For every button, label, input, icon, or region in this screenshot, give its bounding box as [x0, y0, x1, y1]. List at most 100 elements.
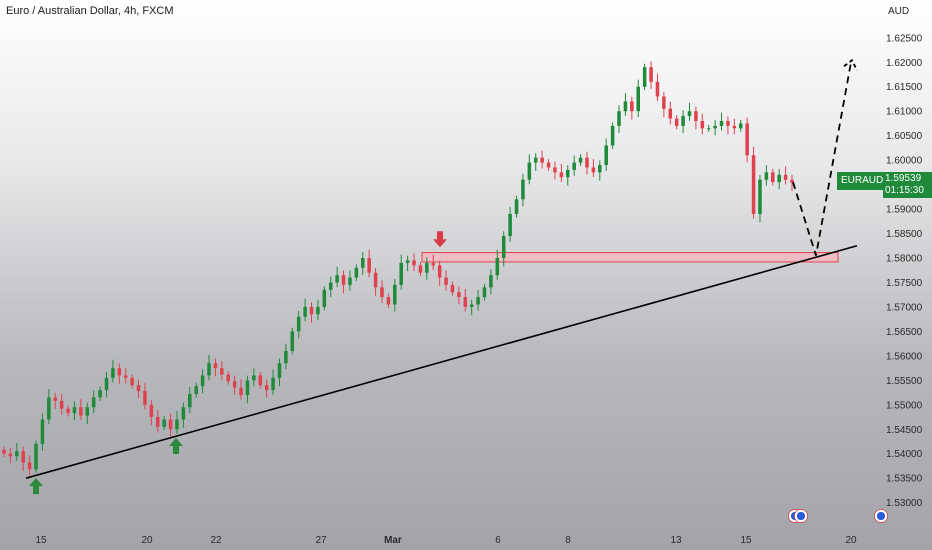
candle-body: [348, 277, 352, 285]
x-tick-label: 6: [495, 535, 501, 546]
candle-body: [700, 120, 705, 129]
candle-body: [354, 267, 359, 278]
candle-body: [405, 260, 410, 263]
candle-body: [380, 287, 384, 298]
candle-body: [207, 363, 211, 376]
candle-body: [495, 258, 500, 276]
candle-body: [662, 96, 666, 109]
candle-body: [668, 108, 673, 119]
candle-body: [655, 81, 660, 97]
y-tick-label: 1.53000: [886, 498, 923, 509]
candle-body: [130, 377, 134, 386]
candle-body: [111, 368, 115, 378]
candle-body: [674, 118, 679, 126]
candle-body: [284, 350, 288, 364]
candle-body: [322, 289, 327, 307]
candle-body: [239, 387, 243, 396]
candle-body: [687, 111, 692, 117]
y-tick-label: 1.55000: [886, 400, 923, 411]
y-tick-label: 1.57000: [886, 302, 923, 313]
candle-body: [546, 162, 551, 168]
y-tick-label: 1.54500: [886, 425, 923, 436]
candle-body: [585, 157, 589, 168]
candle-body: [533, 157, 538, 163]
y-tick-label: 1.60000: [886, 156, 923, 167]
candle-body: [559, 172, 564, 178]
arrow-up-marker: [29, 478, 43, 495]
candle-body: [194, 386, 198, 395]
x-tick-label: Mar: [384, 535, 402, 546]
y-tick-label: 1.58500: [886, 229, 923, 240]
candle-body: [745, 123, 749, 156]
candle-body: [399, 262, 403, 285]
candle-body: [8, 453, 13, 457]
projection-path: [792, 62, 852, 256]
y-tick-label: 1.62500: [886, 33, 923, 44]
candle-body: [469, 304, 474, 307]
candle-body: [521, 179, 525, 200]
support-zone: [421, 252, 839, 263]
candle-body: [168, 419, 173, 430]
candle-body: [527, 162, 532, 180]
candle-body: [617, 111, 621, 126]
candle-body: [34, 443, 38, 470]
candle-body: [412, 260, 416, 266]
candle-body: [642, 67, 647, 87]
candle-body: [393, 284, 397, 305]
candle-body: [341, 275, 346, 285]
candle-body: [681, 116, 685, 126]
candle-body: [264, 385, 269, 391]
candle-body: [143, 391, 147, 405]
candle-body: [764, 172, 769, 180]
candle-body: [476, 297, 480, 305]
candle-body: [136, 385, 141, 392]
current-price: 1.59539: [885, 173, 922, 184]
candle-body: [328, 282, 333, 290]
candle-body: [188, 394, 192, 408]
candle-body: [649, 67, 653, 82]
candle-body: [630, 101, 634, 112]
projection-arrowhead: [843, 58, 858, 71]
candle-body: [232, 381, 237, 388]
candle-body: [175, 419, 179, 430]
y-tick-label: 1.61500: [886, 82, 923, 93]
chart-title: Euro / Australian Dollar, 4h, FXCM: [6, 5, 174, 17]
event-flag-icon[interactable]: [794, 509, 808, 523]
candle-body: [98, 390, 102, 398]
y-tick-label: 1.58000: [886, 254, 923, 265]
candle-body: [623, 101, 628, 112]
trendline: [25, 244, 858, 479]
event-flag-icon[interactable]: [874, 509, 888, 523]
candle-body: [758, 179, 762, 214]
candle-body: [771, 172, 775, 183]
candle-body: [85, 407, 90, 416]
candle-body: [591, 167, 596, 173]
candle-body: [2, 449, 6, 454]
y-tick-label: 1.55500: [886, 376, 923, 387]
candle-body: [373, 272, 378, 288]
candle-body: [72, 407, 77, 414]
arrow-down-marker: [433, 231, 447, 248]
candle-body: [258, 375, 263, 386]
x-tick-label: 15: [740, 535, 752, 546]
x-tick-label: 8: [565, 535, 571, 546]
candle-body: [514, 199, 519, 214]
y-tick-label: 1.56500: [886, 327, 923, 338]
y-tick-label: 1.57500: [886, 278, 923, 289]
x-tick-label: 13: [670, 535, 682, 546]
candle-body: [149, 404, 154, 418]
candle-body: [719, 120, 724, 126]
candle-body: [572, 162, 576, 170]
candle-body: [501, 235, 506, 259]
candle-body: [444, 277, 448, 285]
candle-body: [104, 377, 109, 391]
candle-body: [751, 155, 756, 214]
x-tick-label: 15: [35, 535, 47, 546]
y-tick-label: 1.61000: [886, 107, 923, 118]
candle-body: [636, 86, 641, 112]
candle-body: [155, 417, 160, 427]
candle-body: [226, 374, 230, 382]
candle-body: [200, 375, 205, 387]
candle-body: [117, 368, 122, 376]
